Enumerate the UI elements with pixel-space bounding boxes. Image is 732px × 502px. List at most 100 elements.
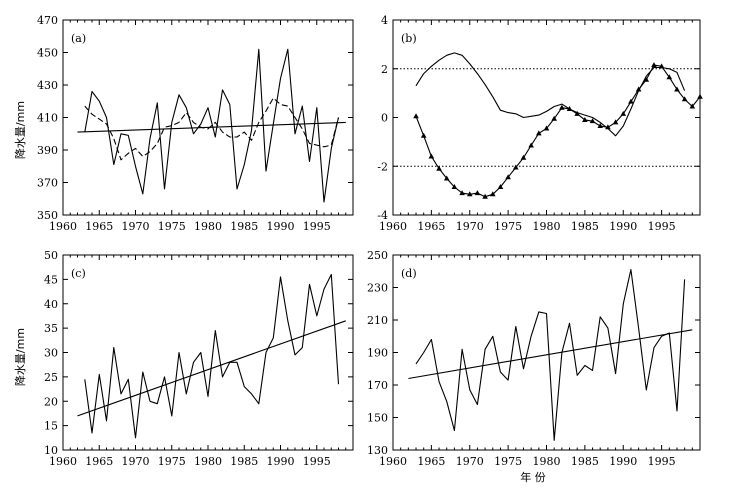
panel-a-x-tick-label: 1965 — [85, 220, 113, 233]
panel-d-x-tick-label: 1975 — [494, 455, 522, 468]
panel-b-triangle-marker — [658, 63, 665, 69]
panel-b-triangle-marker — [620, 110, 627, 116]
panel-a-series-moving-average — [84, 97, 340, 161]
panel-b-triangle-marker — [459, 190, 465, 196]
panel-b-x-tick-label: 1995 — [648, 220, 676, 233]
panel-d-series-linear-trend — [408, 329, 693, 380]
panel-d-x-tick-label: 1995 — [648, 455, 676, 468]
panel-a-y-tick-label: 350 — [37, 209, 58, 222]
panel-b-triangle-marker — [489, 191, 496, 197]
panel-b-triangle-marker — [413, 113, 419, 119]
panel-c-y-tick-label: 35 — [44, 322, 58, 335]
panel-b-triangle-marker — [543, 125, 550, 131]
panel-c-y-tick-label: 20 — [44, 395, 58, 408]
panel-b-x-tick-label: 1970 — [456, 220, 484, 233]
panel-b-triangle-marker — [551, 115, 557, 121]
panel-a-y-tick-label: 430 — [37, 79, 58, 92]
panel-b-label: (b) — [401, 32, 417, 45]
panel-d-y-tick-label: 210 — [367, 314, 388, 327]
panel-a-x-tick-label: 1970 — [122, 220, 150, 233]
panel-c-x-tick-label: 1965 — [85, 455, 113, 468]
panel-a-y-tick-label: 470 — [37, 14, 58, 27]
panel-b-triangle-marker — [443, 175, 450, 181]
panel-a-series-linear-trend — [77, 121, 346, 133]
panel-b-triangle-marker — [589, 118, 596, 124]
panel-d-y-tick-label: 170 — [367, 379, 388, 392]
panel-d-y-tick-label: 230 — [367, 282, 388, 295]
panel-b-triangle-marker — [436, 165, 442, 171]
panel-c-x-tick-label: 1990 — [267, 455, 295, 468]
panel-b-y-tick-label: 2 — [381, 63, 388, 76]
panel-c-y-tick-label: 15 — [44, 420, 58, 433]
panel-b-x-tick-label: 1975 — [494, 220, 522, 233]
panel-b-y-tick-label: -2 — [377, 160, 388, 173]
panel-a-x-tick-label: 1990 — [267, 220, 295, 233]
panel-d-y-tick-label: 130 — [367, 444, 388, 457]
panel-a-x-tick-label: 1980 — [194, 220, 222, 233]
panel-d-x-tick-label: 1980 — [533, 455, 561, 468]
panel-a-y-tick-label: 410 — [37, 112, 58, 125]
panel-b-triangle-marker — [528, 142, 534, 148]
panel-b-triangle-marker — [566, 105, 573, 111]
panel-c-series-linear-trend — [77, 320, 346, 417]
y-axis-title-bottom: 降水量/mm — [13, 328, 27, 386]
panel-b-x-tick-label: 1990 — [609, 220, 637, 233]
panel-b-triangle-marker — [428, 153, 435, 159]
panel-c-x-tick-label: 1980 — [194, 455, 222, 468]
panel-b-triangle-marker — [466, 191, 473, 197]
panel-b-triangle-marker — [651, 62, 657, 68]
panel-b-frame — [392, 19, 701, 216]
panel-c-y-tick-label: 30 — [44, 347, 58, 360]
panel-b-triangle-marker — [582, 116, 588, 122]
panel-b-triangle-marker — [628, 98, 634, 104]
panel-c-x-tick-label: 1985 — [230, 455, 258, 468]
panel-d: 1960 1965 1970 1975 1980 1985 1990 1995 130 150 17… — [367, 249, 701, 468]
panel-a-x-tick-label: 1960 — [49, 220, 77, 233]
x-axis-title: 年 份 — [520, 470, 546, 484]
panel-b-x-tick-label: 1980 — [533, 220, 561, 233]
panel-a-y-tick-label: 390 — [37, 144, 58, 157]
panel-b-series-UB — [415, 64, 701, 198]
panel-b-triangle-marker — [612, 119, 619, 125]
panel-b-triangle-marker — [420, 132, 427, 138]
panel-c-y-tick-label: 50 — [44, 249, 58, 262]
panel-c: 1960 1965 1970 1975 1980 1985 1990 1995 10 15 20 25… — [44, 249, 354, 468]
panel-d-y-tick-label: 190 — [367, 347, 388, 360]
panel-c-x-tick-label: 1970 — [122, 455, 150, 468]
panel-c-x-tick-label: 1960 — [49, 455, 77, 468]
panel-b-triangle-marker — [643, 76, 650, 82]
panel-b-triangle-marker — [689, 103, 696, 109]
panel-a: 1960 1965 1970 1975 1980 1985 1990 1995 350 370 39… — [37, 14, 354, 233]
panel-b-triangle-marker — [536, 130, 542, 136]
panel-b-triangle-marker — [497, 183, 504, 189]
panel-c-series-annual-precipitation — [84, 273, 340, 439]
panel-a-y-tick-label: 450 — [37, 47, 58, 60]
panel-c-y-tick-label: 25 — [44, 371, 58, 384]
panel-b: 1960 1965 1970 1975 1980 1985 1990 1995 -4 -2 0 2 4 (… — [377, 14, 703, 233]
panel-c-x-tick-label: 1995 — [303, 455, 331, 468]
panel-b-triangle-marker — [505, 174, 511, 180]
panel-b-triangle-marker — [666, 74, 673, 80]
panel-a-series-annual-precipitation — [84, 48, 340, 203]
panel-b-triangle-marker — [513, 164, 519, 170]
panel-b-y-tick-label: 4 — [381, 14, 388, 27]
panel-a-y-tick-label: 370 — [37, 177, 58, 190]
panel-d-y-tick-label: 250 — [367, 249, 388, 262]
panel-d-x-tick-label: 1960 — [379, 455, 407, 468]
panel-c-x-tick-label: 1975 — [158, 455, 186, 468]
panel-d-x-tick-label: 1970 — [456, 455, 484, 468]
panel-c-y-tick-label: 40 — [44, 298, 58, 311]
panel-a-label: (a) — [71, 32, 86, 45]
panel-d-series-annual-precipitation — [415, 269, 686, 441]
panel-b-triangle-marker — [681, 96, 688, 102]
panel-b-y-tick-label: 0 — [381, 112, 388, 125]
panel-b-triangle-marker — [674, 86, 680, 92]
panel-d-x-tick-label: 1990 — [609, 455, 637, 468]
panel-b-triangle-marker — [482, 193, 488, 199]
panel-c-y-tick-label: 10 — [44, 444, 58, 457]
panel-a-x-tick-label: 1975 — [158, 220, 186, 233]
panel-d-frame — [392, 254, 701, 451]
panel-d-x-tick-label: 1985 — [571, 455, 599, 468]
panel-b-triangle-marker — [605, 124, 611, 130]
panel-d-y-tick-label: 150 — [367, 412, 388, 425]
